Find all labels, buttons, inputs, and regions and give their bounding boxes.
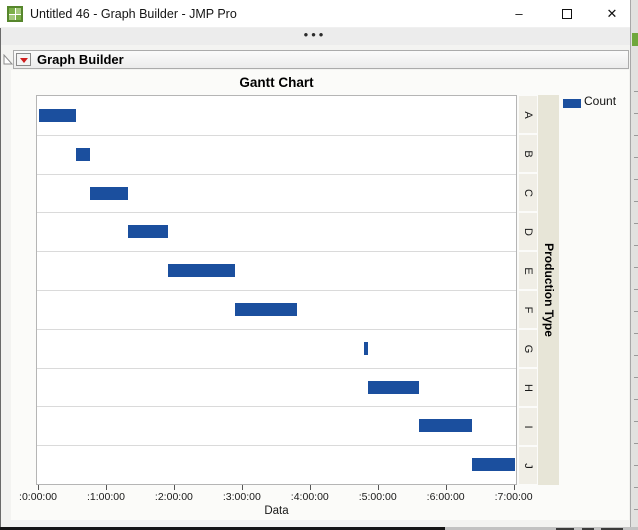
category-label: D [522,227,534,236]
x-axis-label: Data [264,505,289,517]
category-label: J [522,462,534,469]
row-separator [37,328,516,330]
category-label: I [522,424,534,429]
graph-builder-canvas: Gantt Chart :0:00:00 :1:00:00 :2:00:00 :3:0… [11,70,629,520]
background-window-fragment [601,528,623,530]
gantt-bar-a[interactable] [39,109,76,122]
gantt-bar-g[interactable] [364,341,368,355]
category-box-a[interactable]: A [519,96,537,133]
red-triangle-menu-button[interactable] [16,53,31,66]
background-window-fragment [556,528,574,530]
gantt-bar-h[interactable] [367,380,420,394]
x-tick-label: :5:00:00 [358,491,397,503]
category-box-f[interactable]: F [519,291,537,328]
row-separator [37,367,516,369]
outline-title: Graph Builder [37,52,124,67]
title-bar[interactable]: Untitled 46 - Graph Builder - JMP Pro – … [0,0,630,28]
gantt-bar-b[interactable] [75,147,90,161]
gantt-bar-c[interactable] [89,186,128,200]
row-separator [37,173,516,175]
x-tick-label: :3:00:00 [222,491,261,503]
background-window-sliver [630,0,638,527]
maximize-icon [562,8,572,19]
window-bottom-border [0,527,445,530]
chart-title: Gantt Chart [239,75,314,90]
right-axis-strip[interactable]: Production Type [538,95,559,485]
background-jmp-icon-fragment [632,33,638,46]
x-tick [513,485,515,490]
minimize-button[interactable]: – [515,6,523,21]
window-title: Untitled 46 - Graph Builder - JMP Pro [30,7,237,21]
right-axis-label: Production Type [541,243,556,337]
category-box-h[interactable]: H [519,369,537,406]
window-left-border [0,28,1,527]
x-tick [445,485,447,490]
category-box-e[interactable]: E [519,252,537,289]
category-label: B [522,149,534,158]
x-tick [377,485,379,490]
x-tick-labels[interactable]: :0:00:00 :1:00:00 :2:00:00 :3:00:00 :4:00:00… [19,491,533,504]
row-separator [37,251,516,253]
x-tick-label: :6:00:00 [426,491,465,503]
background-window-fragment [582,528,594,530]
x-tick-label: :4:00:00 [290,491,329,503]
row-separator [37,406,516,408]
category-strip: A B C D E F G H I J [519,95,537,485]
category-box-j[interactable]: J [519,447,537,484]
category-label: G [522,344,534,353]
x-tick-label: :2:00:00 [154,491,193,503]
sliver-tick-marks [634,70,638,520]
plot-area[interactable] [36,95,517,485]
category-label: H [522,383,534,392]
x-tick [309,485,311,490]
x-tick [241,485,243,490]
jmp-app-icon [7,6,23,22]
category-box-d[interactable]: D [519,213,537,250]
x-tick [105,485,107,490]
window-bottom-border-right [445,527,638,530]
outline-header: Graph Builder [13,50,629,69]
category-label: E [522,266,534,275]
row-separator [37,212,516,214]
x-tick-label: :0:00:00 [19,491,58,503]
toolbar-band: ••• [0,28,630,45]
gantt-bar-i[interactable] [419,419,473,433]
category-label: F [522,306,534,313]
row-separator [37,290,516,291]
outline-disclosure-icon[interactable] [3,54,13,65]
close-button[interactable]: ✕ [606,6,618,21]
category-label: A [522,110,534,119]
x-tick [38,485,40,490]
gantt-bar-j[interactable] [472,458,516,472]
category-box-i[interactable]: I [519,408,537,445]
gantt-bar-d[interactable] [127,225,168,239]
legend-swatch[interactable] [563,99,581,108]
maximize-button[interactable] [551,0,583,28]
legend: Count [563,94,629,114]
category-box-b[interactable]: B [519,135,537,172]
category-box-c[interactable]: C [519,174,537,211]
x-axis[interactable] [36,485,517,491]
row-separator [37,134,516,136]
toolbar-collapse-handle-icon[interactable]: ••• [303,27,327,42]
gantt-bar-e[interactable] [167,264,236,278]
x-tick-label: :7:00:00 [494,491,533,503]
category-label: C [522,188,534,197]
gantt-bar-f[interactable] [235,303,297,316]
legend-label: Count [584,94,617,108]
row-separator [37,445,516,447]
x-tick-label: :1:00:00 [86,491,125,503]
category-box-g[interactable]: G [519,330,537,367]
red-triangle-icon [20,58,28,63]
x-tick [173,485,175,490]
